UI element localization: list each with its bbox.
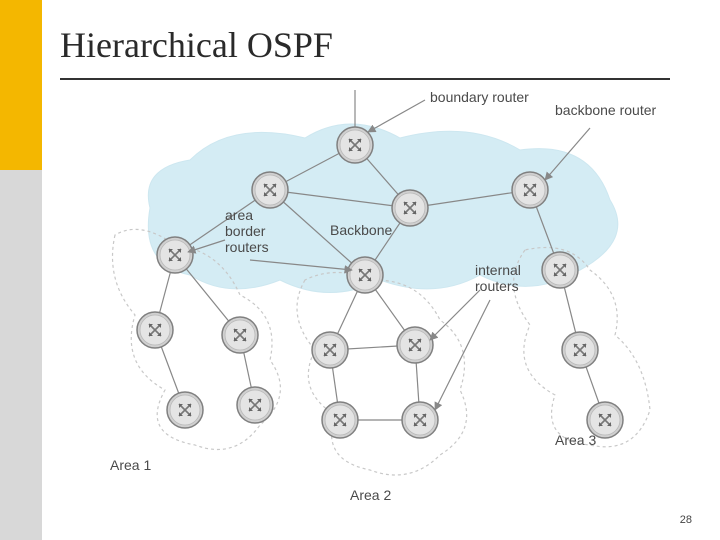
label-abr-2: border — [225, 223, 266, 239]
router-b3 — [512, 172, 548, 208]
slide: Hierarchical OSPF boundary router backbon… — [0, 0, 720, 540]
label-internal-2: routers — [475, 278, 519, 294]
label-area3: Area 3 — [555, 432, 596, 448]
router-ab3 — [542, 252, 578, 288]
router-a2r4 — [402, 402, 438, 438]
accent-top — [0, 0, 42, 170]
title-underline — [60, 78, 670, 80]
diagram-svg: boundary router backbone router Backbone ar… — [80, 90, 670, 510]
router-ab2 — [347, 257, 383, 293]
router-a2r2 — [397, 327, 433, 363]
label-area2: Area 2 — [350, 487, 391, 503]
arrow-internal2 — [435, 300, 490, 410]
label-abr-1: area — [225, 207, 253, 223]
router-a2r3 — [322, 402, 358, 438]
router-a2r1 — [312, 332, 348, 368]
page-title: Hierarchical OSPF — [60, 24, 333, 66]
ospf-diagram: boundary router backbone router Backbone ar… — [80, 90, 670, 510]
label-area1: Area 1 — [110, 457, 151, 473]
label-abr-3: routers — [225, 239, 269, 255]
accent-strip — [0, 0, 42, 540]
label-boundary-router: boundary router — [430, 90, 529, 105]
router-ab1 — [157, 237, 193, 273]
area2-outline — [297, 273, 467, 476]
router-a1r1 — [137, 312, 173, 348]
router-boundary — [337, 127, 373, 163]
accent-bottom — [0, 170, 42, 540]
router-a1r2 — [222, 317, 258, 353]
label-backbone-router: backbone router — [555, 102, 657, 118]
arrow-boundary_router — [368, 100, 425, 132]
router-a3r1 — [562, 332, 598, 368]
arrow-internal1 — [430, 290, 480, 340]
router-b1 — [252, 172, 288, 208]
page-number: 28 — [680, 514, 692, 526]
label-backbone: Backbone — [330, 222, 392, 238]
router-a1r4 — [237, 387, 273, 423]
label-internal-1: internal — [475, 262, 521, 278]
router-a1r3 — [167, 392, 203, 428]
router-b2 — [392, 190, 428, 226]
